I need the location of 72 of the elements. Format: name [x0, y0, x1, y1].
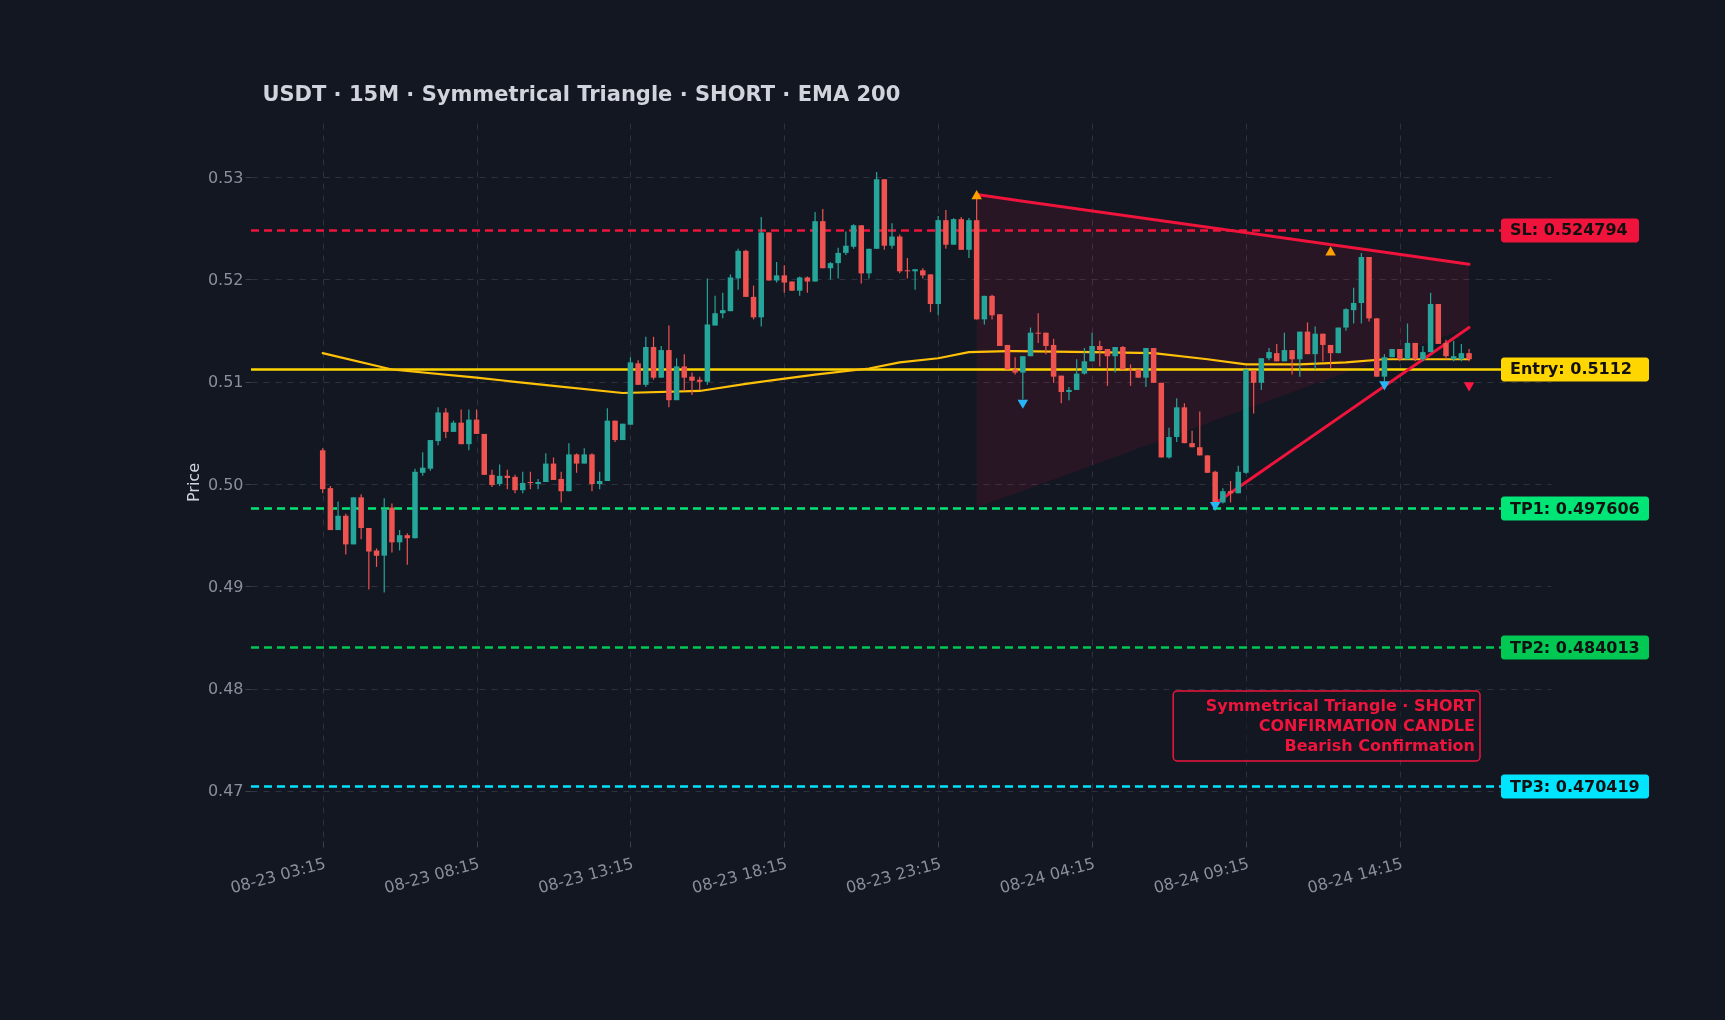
annotation: CONFIRMATION CANDLE — [1258, 716, 1475, 735]
x-tick-label: 08-23 08:15 — [382, 853, 482, 898]
ref-line-label: TP3: 0.470419 — [1510, 776, 1640, 796]
y-tick-label: 0.47 — [207, 781, 244, 801]
y-tick-label: 0.49 — [207, 576, 244, 596]
annotation: Symmetrical Triangle · SHORT — [1205, 696, 1476, 715]
candlestick — [1197, 410, 1203, 457]
x-tick-label: 08-24 09:15 — [1151, 853, 1251, 898]
candlestick — [1035, 312, 1041, 344]
candlestick — [1350, 287, 1357, 325]
y-tick-label: 0.51 — [207, 372, 244, 392]
candlestick — [1127, 363, 1134, 387]
candlestick — [843, 230, 849, 256]
candlestick — [1097, 340, 1103, 368]
candlestick — [889, 222, 895, 250]
candlestick — [1066, 386, 1072, 401]
x-tick-label: 08-23 18:15 — [689, 853, 790, 898]
ref-line-label: TP2: 0.484013 — [1510, 637, 1640, 657]
candlestick — [1012, 356, 1018, 376]
y-tick-label: 0.48 — [207, 679, 244, 699]
candlestick — [458, 408, 464, 445]
candlestick — [1104, 348, 1111, 387]
candlestick — [366, 527, 372, 590]
ref-line-label: SL: 0.524794 — [1510, 220, 1628, 240]
candlestick — [1443, 339, 1449, 360]
candlestick — [1020, 355, 1026, 400]
y-tick-label: 0.53 — [207, 167, 244, 187]
candlestick — [396, 529, 403, 552]
candlestick — [1235, 465, 1241, 494]
candlestick — [912, 268, 918, 291]
x-tick-label: 08-23 03:15 — [228, 853, 328, 898]
candlestick — [535, 478, 541, 490]
candlestick — [1289, 349, 1295, 376]
candlestick — [573, 452, 580, 474]
candlestick — [443, 407, 449, 439]
y-axis-title: Price — [183, 462, 203, 503]
y-tick-label: 0.52 — [207, 269, 244, 289]
x-tick-label: 08-24 14:15 — [1305, 853, 1405, 898]
x-tick-label: 08-23 13:15 — [536, 853, 636, 898]
candlestick — [1320, 333, 1326, 362]
candlestick — [504, 469, 511, 490]
candlestick — [712, 295, 718, 327]
annotation: Bearish Confirmation — [1284, 736, 1475, 755]
candlestick — [635, 359, 641, 386]
candlestick — [1166, 427, 1172, 460]
x-tick-label: 08-23 23:15 — [843, 853, 944, 898]
candlestick — [1112, 346, 1118, 374]
candlestick — [1189, 430, 1195, 448]
candlestick — [543, 452, 549, 483]
candlestick — [850, 223, 857, 250]
candlestick — [720, 292, 726, 319]
y-tick-label: 0.50 — [207, 474, 244, 494]
candlestick — [989, 294, 995, 320]
candlestick — [835, 247, 841, 280]
candlestick — [1343, 307, 1349, 332]
candlestick — [1312, 325, 1318, 371]
candlestick — [689, 371, 695, 396]
candlestick — [512, 474, 518, 494]
ref-line-label: Entry: 0.5112 — [1510, 359, 1632, 379]
ref-line-label: TP1: 0.497606 — [1510, 498, 1640, 518]
candlestick — [796, 275, 803, 297]
chart-title: USDT · 15M · Symmetrical Triangle · SHORT · EMA 200 — [262, 82, 901, 106]
candlestick — [1081, 347, 1088, 376]
candlestick — [558, 471, 564, 504]
candlestick — [335, 500, 341, 531]
x-tick-label: 08-24 04:15 — [997, 853, 1097, 898]
candlestick — [1089, 332, 1095, 362]
candlestick — [781, 264, 788, 294]
candlestick — [1227, 480, 1234, 504]
candlestick — [519, 471, 526, 494]
candlestick — [773, 261, 780, 284]
candlestick — [681, 353, 688, 392]
